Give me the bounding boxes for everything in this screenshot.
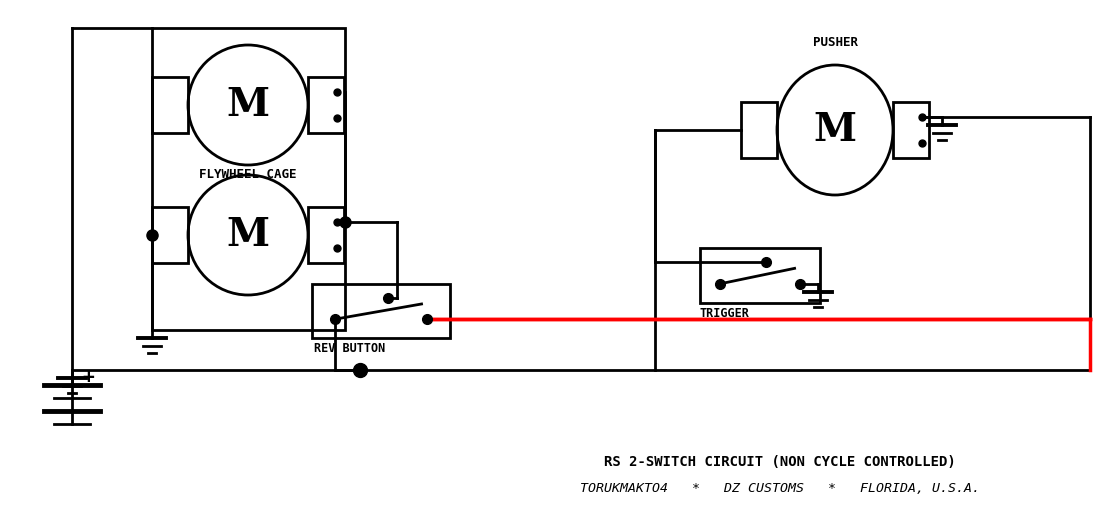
Bar xyxy=(152,77,188,133)
Bar xyxy=(893,102,929,158)
Bar xyxy=(308,207,344,263)
Text: REV BUTTON: REV BUTTON xyxy=(314,342,385,355)
Bar xyxy=(152,207,188,263)
Text: FLYWHEEL CAGE: FLYWHEEL CAGE xyxy=(200,168,297,181)
Text: M: M xyxy=(226,86,269,124)
Bar xyxy=(700,248,820,303)
Bar xyxy=(312,284,450,338)
Text: TORUKMAKTO4   *   DZ CUSTOMS   *   FLORIDA, U.S.A.: TORUKMAKTO4 * DZ CUSTOMS * FLORIDA, U.S.… xyxy=(580,481,979,494)
Text: M: M xyxy=(813,111,857,149)
Bar xyxy=(741,102,777,158)
Text: PUSHER: PUSHER xyxy=(813,36,857,49)
Text: TRIGGER: TRIGGER xyxy=(700,307,750,320)
Bar xyxy=(308,77,344,133)
Text: M: M xyxy=(226,216,269,254)
Text: +: + xyxy=(82,367,94,387)
Bar xyxy=(152,28,345,330)
Text: RS 2-SWITCH CIRCUIT (NON CYCLE CONTROLLED): RS 2-SWITCH CIRCUIT (NON CYCLE CONTROLLE… xyxy=(604,455,956,469)
